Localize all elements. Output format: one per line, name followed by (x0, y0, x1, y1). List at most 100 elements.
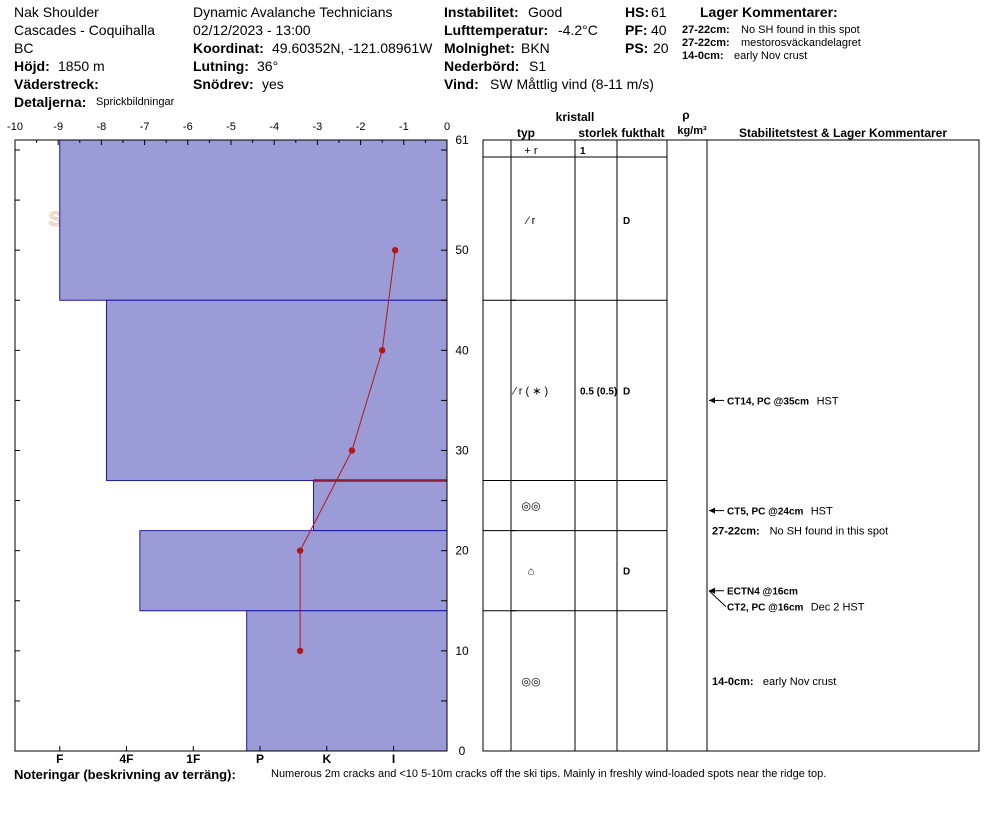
hs-value: 61 (651, 4, 667, 20)
stability-test-label: CT14, PC @35cm (727, 396, 809, 407)
cloud-label: Molnighet: (444, 40, 515, 56)
surface-crystal-size: 1 (580, 146, 586, 157)
layer-crystal-size: 0.5 (0.5) (580, 386, 617, 397)
pf-value: 40 (651, 22, 667, 38)
hardness-tick-label: 1F (186, 752, 200, 766)
layer-comment-range: 27-22cm: (682, 24, 730, 36)
col-crystal-header: kristall (556, 110, 595, 124)
hardness-tick-label: K (322, 752, 331, 766)
temperature-point (296, 647, 304, 655)
test-arrow-head (709, 397, 715, 404)
col-size-header: storlek (578, 126, 618, 140)
height-tick-label: 20 (455, 544, 469, 558)
layer-comment-text: No SH found in this spot (770, 526, 889, 538)
details-value: Sprickbildningar (96, 96, 175, 108)
temp-tick-label: -10 (7, 121, 23, 133)
notes-text: Numerous 2m cracks and <10 5-10m cracks … (271, 768, 827, 780)
layer-crystal-type: ⁄ r ( ∗ ) (511, 385, 548, 397)
layer-crystal-type: ◎◎ (521, 676, 540, 688)
drift-label: Snödrev: (193, 76, 254, 92)
surface-crystal-type: + r (524, 145, 537, 157)
temp-tick-label: -6 (183, 121, 193, 133)
height-value: 1850 m (58, 58, 105, 74)
col-density-symbol: ρ (682, 108, 689, 122)
table-frame (482, 139, 980, 752)
temperature-point (379, 347, 386, 354)
layer-comment-text: No SH found in this spot (741, 24, 860, 36)
coordinate-value: 49.60352N, -121.08961W (272, 40, 433, 56)
ps-label: PS: (625, 40, 649, 56)
hardness-bar (246, 610, 448, 752)
aspect-label: Väderstreck: (14, 76, 99, 92)
pf-label: PF: (625, 22, 648, 38)
layer-crystal-type: ◎◎ (521, 501, 540, 513)
wind-value: SW Måttlig vind (8-11 m/s) (490, 76, 654, 92)
height-tick-label: 40 (455, 343, 469, 357)
location-name: Nak Shoulder (14, 4, 99, 20)
layer-comment-range: 27-22cm: (682, 37, 730, 49)
temp-tick-label: -7 (140, 121, 150, 133)
temperature-point (348, 447, 356, 454)
layer-moisture: D (623, 567, 630, 578)
hardness-tick-label: F (56, 752, 63, 766)
temperature-point (391, 246, 399, 254)
layer-comment-text: mestorosväckandelagret (741, 37, 861, 49)
stability-test-note: HST (811, 506, 833, 518)
province-name: BC (14, 40, 34, 56)
stability-test-label: CT2, PC @16cm (727, 603, 804, 614)
layer-comment-range: 27-22cm: (712, 526, 760, 538)
layer-moisture: D (623, 386, 630, 397)
stability-test-note: Dec 2 HST (811, 602, 865, 614)
layer-comments-title: Lager Kommentarer: (700, 4, 838, 20)
height-tick-label: 30 (455, 444, 469, 458)
layer-comment-range: 14-0cm: (682, 50, 724, 62)
test-arrow-line (708, 590, 727, 608)
layer-comment-range: 14-0cm: (712, 676, 754, 688)
instability-value: Good (528, 4, 563, 20)
height-tick-label: 10 (455, 644, 469, 658)
col-stability-header: Stabilitetstest & Lager Kommentarer (739, 126, 947, 140)
hardness-bar (59, 139, 448, 301)
height-tick-label: 0 (459, 744, 466, 758)
observation-datetime: 02/12/2023 - 13:00 (193, 22, 311, 38)
test-arrow-head (709, 587, 715, 594)
cloud-value: BKN (521, 40, 550, 56)
height-tick-label: 61 (455, 133, 469, 147)
col-type-header: typ (517, 126, 535, 140)
stability-test-label: CT5, PC @24cm (727, 507, 804, 518)
slope-value: 36° (257, 58, 279, 74)
temperature-point (296, 547, 304, 554)
col-density-unit: kg/m³ (677, 125, 707, 137)
airtemp-value: -4.2°C (558, 22, 598, 38)
temp-tick-label: 0 (444, 121, 450, 133)
details-label: Detaljerna: (14, 94, 87, 110)
organization-name: Dynamic Avalanche Technicians (193, 4, 393, 20)
temp-tick-label: -5 (226, 121, 236, 133)
drift-value: yes (262, 76, 284, 92)
height-label: Höjd: (14, 58, 50, 74)
hardness-tick-label: 4F (119, 752, 133, 766)
slope-label: Lutning: (193, 58, 249, 74)
temp-tick-label: -2 (356, 121, 366, 133)
region-name: Cascades - Coquihalla (14, 22, 155, 38)
layer-comment-text: early Nov crust (763, 676, 836, 688)
test-arrow-head (709, 507, 715, 514)
layer-crystal-type: ⁄ r (524, 215, 536, 227)
temp-tick-label: -1 (399, 121, 409, 133)
airtemp-label: Lufttemperatur: (444, 22, 549, 38)
temp-tick-label: -9 (53, 121, 63, 133)
layer-moisture: D (623, 216, 630, 227)
hardness-tick-label: P (256, 752, 264, 766)
col-moisture-header: fukthalt (621, 126, 664, 140)
layer-crystal-type: ⌂ (528, 566, 535, 578)
notes-label: Noteringar (beskrivning av terräng): (14, 767, 236, 782)
hs-label: HS: (625, 4, 650, 20)
hardness-tick-label: I (392, 752, 395, 766)
stability-test-label: ECTN4 @16cm (727, 587, 798, 598)
precip-value: S1 (529, 58, 547, 74)
temp-tick-label: -4 (269, 121, 279, 133)
coordinate-label: Koordinat: (193, 40, 264, 56)
instability-label: Instabilitet: (444, 4, 519, 20)
height-tick-label: 50 (455, 243, 469, 257)
